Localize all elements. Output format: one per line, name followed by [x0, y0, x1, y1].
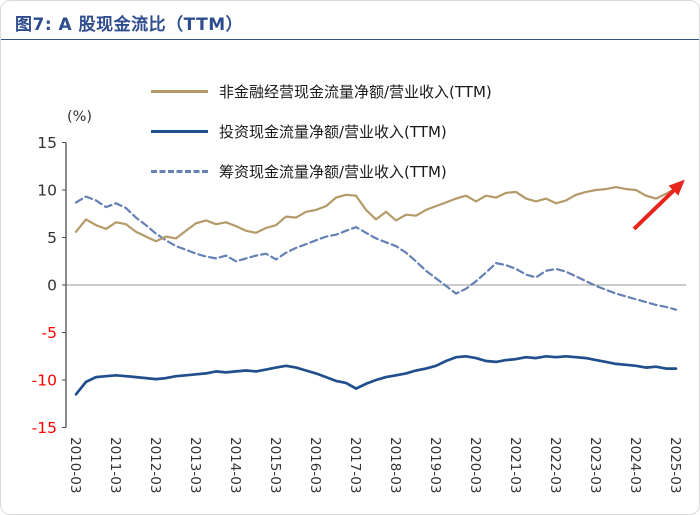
- legend-label-investing: 投资现金流量净额/营业收入(TTM): [219, 122, 447, 141]
- y-tick-label: 10: [37, 182, 57, 200]
- legend-line-operating: [151, 89, 208, 93]
- x-tick-label: 2013-03: [187, 437, 203, 493]
- x-tick-label: 2025-03: [667, 437, 683, 493]
- legend-label-financing: 筹资现金流量净额/营业收入(TTM): [219, 162, 447, 181]
- title-divider: [1, 39, 699, 40]
- x-tick-label: 2020-03: [467, 437, 483, 493]
- chart-legend: 非金融经营现金流量净额/营业收入(TTM) 投资现金流量净额/营业收入(TTM)…: [151, 71, 492, 191]
- y-tick-label: -5: [42, 324, 57, 342]
- x-tick-label: 2015-03: [267, 437, 283, 493]
- y-tick-label: 0: [47, 277, 57, 295]
- y-tick-label: 15: [37, 134, 57, 152]
- x-tick-label: 2021-03: [507, 437, 523, 493]
- x-tick-label: 2018-03: [387, 437, 403, 493]
- legend-line-investing: [151, 129, 208, 133]
- series-line-2: [74, 195, 678, 311]
- legend-item-operating: 非金融经营现金流量净额/营业收入(TTM): [151, 71, 492, 111]
- y-tick-label: -10: [32, 372, 57, 390]
- x-tick-label: 2014-03: [227, 437, 243, 493]
- chart-title: 图7: A 股现金流比（TTM）: [15, 15, 244, 35]
- legend-item-investing: 投资现金流量净额/营业收入(TTM): [151, 111, 492, 151]
- legend-item-financing: 筹资现金流量净额/营业收入(TTM): [151, 151, 492, 191]
- x-tick-label: 2019-03: [427, 437, 443, 493]
- x-tick-label: 2011-03: [107, 437, 123, 493]
- legend-label-operating: 非金融经营现金流量净额/营业收入(TTM): [219, 82, 492, 101]
- x-tick-label: 2016-03: [307, 437, 323, 493]
- x-tick-label: 2010-03: [67, 437, 83, 493]
- series-line-1: [74, 354, 678, 396]
- y-tick-label: 5: [47, 229, 57, 247]
- series-line-0: [74, 186, 678, 243]
- legend-line-financing: [151, 169, 208, 173]
- y-tick-label: -15: [32, 419, 57, 437]
- y-axis-unit-label: (%): [67, 109, 93, 125]
- x-tick-label: 2017-03: [347, 437, 363, 493]
- x-tick-label: 2024-03: [627, 437, 643, 493]
- x-tick-label: 2023-03: [587, 437, 603, 493]
- x-tick-label: 2022-03: [547, 437, 563, 493]
- x-tick-label: 2012-03: [147, 437, 163, 493]
- trend-arrow: [632, 179, 685, 231]
